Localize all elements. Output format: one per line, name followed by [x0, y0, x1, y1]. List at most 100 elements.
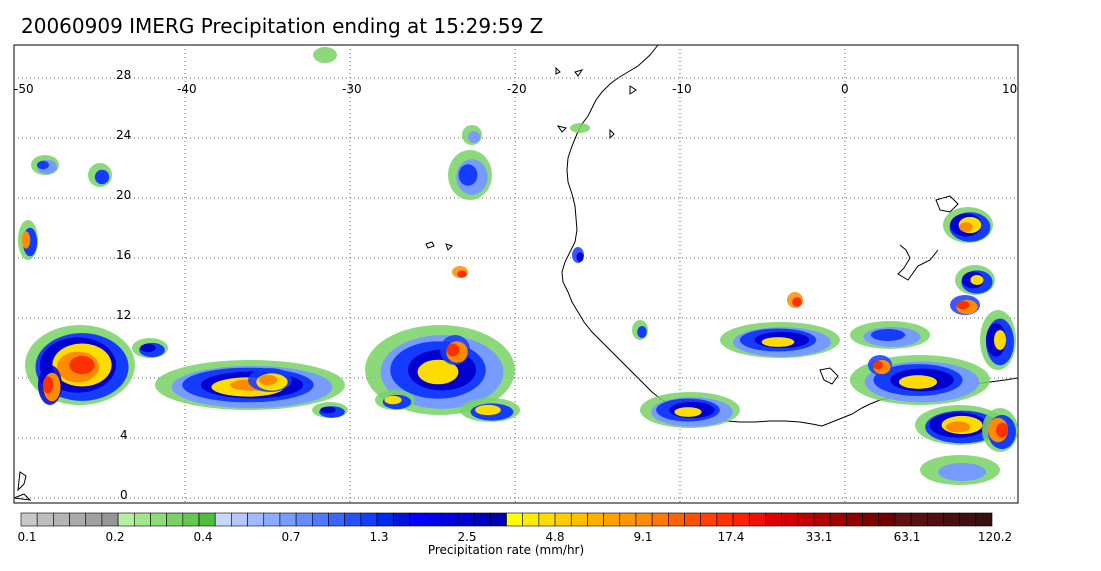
precip-cell [959, 222, 973, 232]
lon-tick-label: -10 [672, 82, 692, 96]
lat-tick-label: 0 [120, 488, 128, 502]
precip-cell [870, 329, 906, 341]
colorbar-swatch [506, 512, 523, 527]
precip-cell [945, 421, 971, 433]
colorbar-swatch [117, 512, 135, 527]
colorbar-swatch [279, 512, 297, 527]
colorbar-swatch [53, 512, 70, 527]
precip-cell [468, 131, 480, 143]
colorbar-tick-label: 4.8 [545, 530, 564, 544]
colorbar-swatch [894, 512, 912, 527]
precip-cell [21, 231, 31, 249]
precip-cell [320, 406, 336, 414]
colorbar-swatch [619, 512, 637, 527]
colorbar-swatch [133, 512, 151, 527]
precip-cell [384, 395, 402, 405]
lon-tick-label: -20 [507, 82, 527, 96]
coastline-islands [13, 66, 584, 501]
precipitation-field [18, 47, 1018, 485]
colorbar-swatch [425, 512, 443, 527]
colorbar-swatch [36, 512, 54, 527]
precip-cell [458, 164, 478, 186]
precip-cell [570, 123, 590, 133]
colorbar-swatch [910, 512, 928, 527]
lon-tick-label: -50 [14, 82, 34, 96]
precip-cell [637, 326, 647, 338]
colorbar-swatch [166, 512, 184, 527]
colorbar-swatch [829, 512, 847, 527]
colorbar-tick-label: 0.4 [193, 530, 212, 544]
colorbar-swatch [587, 512, 604, 527]
colorbar-tick-label: 63.1 [894, 530, 921, 544]
colorbar-swatch [554, 512, 572, 527]
lon-tick-label: -40 [177, 82, 197, 96]
colorbar-swatch [813, 512, 831, 527]
colorbar-tick-label: 0.7 [281, 530, 300, 544]
colorbar-swatch [748, 512, 766, 527]
colorbar-swatch [684, 512, 702, 527]
colorbar-swatch [101, 512, 119, 527]
colorbar-swatch [198, 512, 216, 527]
colorbar-swatch [69, 512, 87, 527]
colorbar-swatch [878, 512, 896, 527]
lat-tick-label: 20 [116, 188, 131, 202]
precip-cell [674, 407, 702, 417]
precip-cell [475, 404, 501, 416]
colorbar-swatch [846, 512, 863, 527]
precip-cell [872, 360, 884, 370]
precip-cell [37, 160, 49, 170]
lon-tick-labels: -50 -40 -30 -20 -10 0 10 [14, 82, 1017, 96]
colorbar-swatch [263, 512, 281, 527]
colorbar-swatch [360, 512, 378, 527]
colorbar-tick-label: 17.4 [718, 530, 745, 544]
colorbar-swatch [344, 512, 362, 527]
lat-tick-label: 24 [116, 128, 131, 142]
lat-tick-label: 28 [116, 68, 131, 82]
precip-cell [313, 47, 337, 63]
precip-cell [140, 343, 156, 353]
colorbar-swatch [182, 512, 200, 527]
colorbar-swatch [716, 512, 734, 527]
coastline-inland [609, 85, 959, 385]
colorbar-swatch [214, 512, 232, 527]
colorbar-swatch [797, 512, 815, 527]
colorbar-tick-label: 0.2 [105, 530, 124, 544]
map-title: 20060909 IMERG Precipitation ending at 1… [21, 14, 544, 38]
colorbar-swatch [20, 512, 38, 527]
colorbar-tick-label: 1.3 [369, 530, 388, 544]
precip-cell [898, 375, 938, 389]
colorbar-swatch [732, 512, 750, 527]
colorbar-swatch [457, 512, 475, 527]
precip-cell [94, 169, 110, 185]
precip-cell [761, 337, 795, 347]
colorbar-swatch [376, 512, 394, 527]
colorbar-swatch [668, 512, 685, 527]
lon-tick-label: -30 [342, 82, 362, 96]
colorbar-swatch [328, 512, 345, 527]
colorbar-swatch [651, 512, 669, 527]
colorbar-swatch [295, 512, 313, 527]
precip-cell [417, 359, 459, 385]
lon-tick-label: 0 [841, 82, 849, 96]
colorbar-swatch [943, 512, 960, 527]
precip-cell [792, 297, 802, 307]
colorbar-tick-label: 9.1 [633, 530, 652, 544]
precip-cell [457, 270, 467, 278]
precip-cell [258, 374, 278, 386]
colorbar-swatch [975, 512, 993, 527]
lon-tick-label: 10 [1002, 82, 1017, 96]
colorbar-title: Precipitation rate (mm/hr) [428, 543, 584, 557]
colorbar-tick-label: 33.1 [806, 530, 833, 544]
colorbar-swatch [247, 512, 265, 527]
precip-cell [69, 355, 95, 375]
colorbar-swatch [150, 512, 167, 527]
precip-cell [446, 343, 460, 357]
lat-tick-label: 12 [116, 308, 131, 322]
precip-cell [938, 463, 986, 481]
lat-tick-label: 4 [120, 428, 128, 442]
colorbar-swatch [959, 512, 977, 527]
colorbar-swatch [570, 512, 588, 527]
colorbar-swatch [781, 512, 799, 527]
colorbar-tick-labels: 0.1 0.2 0.4 0.7 1.3 2.5 4.8 9.1 17.4 33.1 63.1 120.… [17, 530, 1012, 544]
